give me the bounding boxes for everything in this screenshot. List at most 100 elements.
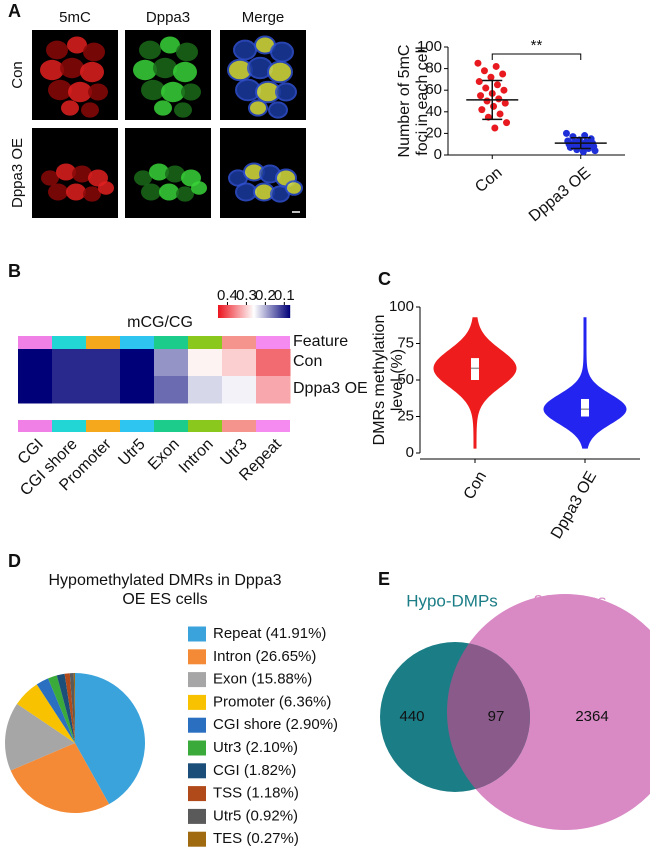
row-label: Dppa3 OE [293, 380, 368, 397]
colorbar-swatch [262, 305, 264, 318]
colorbar-swatch [222, 305, 224, 318]
colorbar-swatch [258, 305, 260, 318]
pie-slice [64, 673, 75, 743]
colorbar-swatch [256, 305, 258, 318]
colorbar-swatch [276, 305, 278, 318]
nucleus [248, 99, 268, 117]
colorbar-swatch [289, 305, 291, 318]
colorbar-swatch [252, 305, 254, 318]
image-row-label: Dppa3 OE [9, 138, 26, 208]
heatmap-cell [256, 376, 291, 404]
nucleus [134, 170, 152, 186]
feature-legend-cell [86, 420, 120, 432]
colorbar-swatch [241, 305, 243, 318]
y-tick-label: 60 [425, 81, 442, 98]
nucleus [285, 180, 303, 196]
colorbar-swatch [226, 305, 228, 318]
legend-label: Utr5 (0.92%) [213, 807, 298, 824]
colorbar-swatch [288, 305, 290, 318]
point [490, 102, 498, 110]
nucleus [41, 170, 59, 186]
point [478, 106, 486, 114]
nucleus [165, 165, 185, 183]
feature-cell [154, 336, 188, 349]
colorbar-tick-label: 0.1 [274, 287, 295, 304]
heatmap-cell [154, 349, 189, 377]
colorbar-swatch [248, 305, 250, 318]
colorbar-swatch [246, 305, 248, 318]
colorbar-swatch [277, 305, 279, 318]
colorbar-swatch [230, 305, 232, 318]
colorbar-swatch [245, 305, 247, 318]
heatmap-cell [86, 376, 121, 404]
legend-label: Exon (15.88%) [213, 671, 312, 688]
pie-slice [5, 703, 75, 771]
y-tick-label: 100 [389, 298, 414, 315]
nucleus [61, 100, 79, 116]
row-label: Con [293, 353, 322, 370]
colorbar-swatch [274, 305, 276, 318]
y-tick-label: 50 [397, 371, 414, 388]
heatmap-title: mCG/CG [127, 314, 193, 331]
point [487, 73, 495, 81]
nucleus [40, 59, 64, 81]
point [496, 110, 504, 118]
colorbar-swatch [268, 305, 270, 318]
legend-label: Utr3 (2.10%) [213, 739, 298, 756]
colorbar-swatch [231, 305, 233, 318]
feature-legend-cell [52, 420, 86, 432]
colorbar-swatch [225, 305, 227, 318]
nucleus [181, 83, 201, 101]
colorbar-swatch [228, 305, 230, 318]
colorbar-swatch [255, 305, 257, 318]
pie-slice [16, 684, 75, 743]
feature-cell [222, 336, 256, 349]
heatmap-cell [18, 349, 53, 377]
significance-bracket [491, 53, 582, 60]
image-column-label: Dppa3 [146, 9, 190, 26]
feature-label: Utr5 [115, 436, 148, 469]
venn-count: 2364 [575, 708, 608, 725]
x-tick-label: Dppa3 OE [548, 469, 600, 542]
colorbar-swatch [251, 305, 253, 318]
venn-set-label: Hypo-DMPs [406, 591, 498, 610]
legend-label: Promoter (6.36%) [213, 693, 331, 710]
legend-swatch [188, 740, 206, 756]
y-tick-label: 25 [397, 407, 414, 424]
nucleus [72, 165, 92, 183]
colorbar-swatch [238, 305, 240, 318]
nucleus [275, 82, 297, 102]
nucleus [83, 186, 101, 202]
colorbar-swatch [280, 305, 282, 318]
colorbar-swatch [265, 305, 267, 318]
feature-legend-cell [154, 420, 188, 432]
colorbar-swatch [272, 305, 274, 318]
heatmap-cell [86, 349, 121, 377]
colorbar-swatch [233, 305, 235, 318]
legend-swatch [188, 649, 206, 665]
colorbar-swatch [219, 305, 221, 318]
point [477, 92, 485, 100]
y-tick-label: 100 [417, 38, 442, 55]
nucleus [68, 81, 92, 103]
panel-label: D [8, 551, 21, 571]
colorbar-swatch [247, 305, 249, 318]
nucleus [173, 61, 197, 83]
colorbar-swatch [249, 305, 251, 318]
colorbar-swatch [273, 305, 275, 318]
feature-cell [52, 336, 86, 349]
feature-cell [120, 336, 154, 349]
colorbar-swatch [218, 305, 220, 318]
pie-slice [10, 743, 110, 813]
y-tick-label: 75 [397, 334, 414, 351]
colorbar-tick-label: 0.3 [236, 287, 257, 304]
colorbar-swatch [242, 305, 244, 318]
nucleus [56, 163, 76, 181]
colorbar-swatch [232, 305, 234, 318]
feature-cell [256, 336, 290, 349]
heatmap-cell [52, 376, 87, 404]
colorbar-swatch [266, 305, 268, 318]
feature-legend-cell [18, 420, 52, 432]
